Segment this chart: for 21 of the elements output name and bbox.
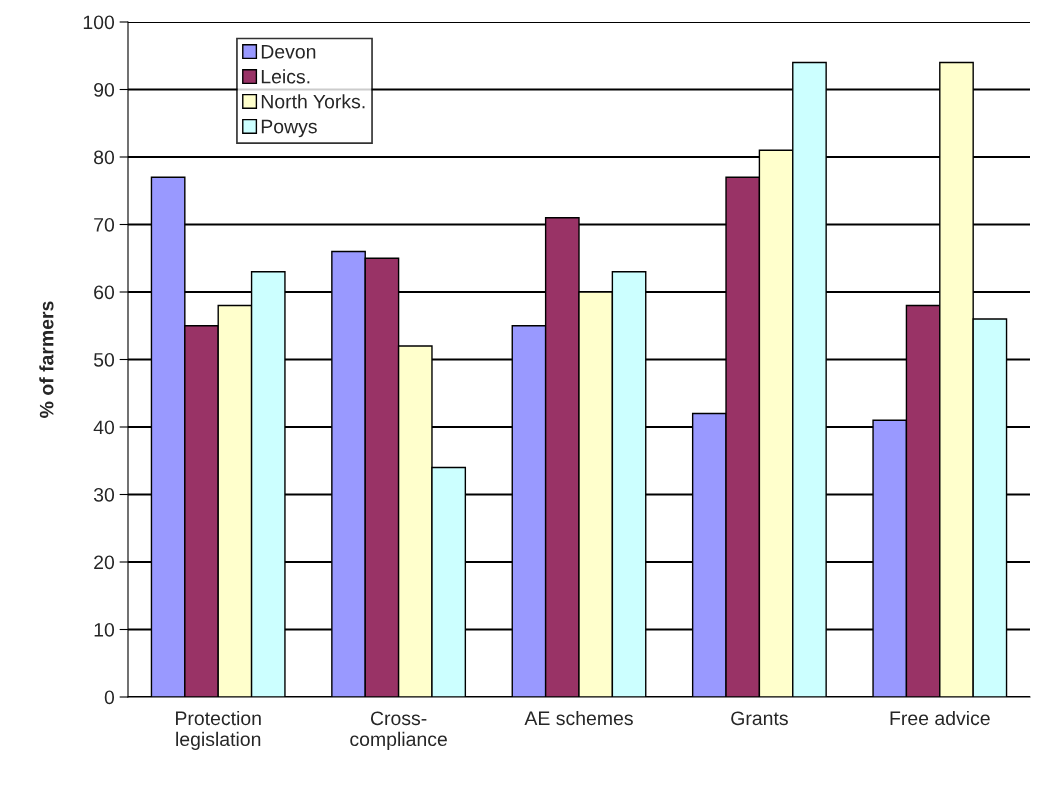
x-tick-label: AE schemes bbox=[524, 710, 633, 726]
y-tick-label: 10 bbox=[94, 622, 115, 637]
y-tick-label: 30 bbox=[93, 487, 115, 502]
y-tick-label: 80 bbox=[94, 150, 115, 165]
legend-label: Leics. bbox=[261, 69, 310, 84]
y-axis-title: % of farmers bbox=[39, 301, 54, 418]
y-tick-label: 0 bbox=[104, 690, 115, 705]
x-tick-label: Protection legislation bbox=[176, 710, 261, 750]
y-tick-label: 20 bbox=[94, 555, 115, 570]
x-tick-label: Grants bbox=[731, 711, 788, 726]
y-tick-label: 60 bbox=[94, 285, 115, 300]
legend-label: Devon bbox=[261, 45, 316, 59]
legend-label: North Yorks. bbox=[261, 94, 365, 109]
y-tick-label: 50 bbox=[93, 352, 115, 367]
legend-label: Powys bbox=[261, 119, 317, 138]
y-tick-label: 40 bbox=[93, 420, 115, 435]
y-tick-label: 90 bbox=[94, 82, 115, 97]
y-tick-label: 70 bbox=[94, 217, 115, 232]
y-tick-label: 100 bbox=[83, 15, 115, 30]
x-tick-label: Cross- compliance bbox=[350, 711, 447, 750]
x-tick-label: Free advice bbox=[890, 710, 990, 726]
